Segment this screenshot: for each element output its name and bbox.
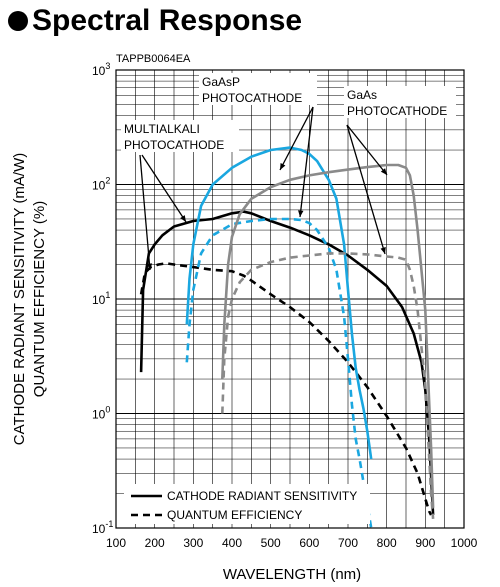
arrow-gaas-qe <box>346 124 386 255</box>
x-tick-label: 100 <box>106 536 126 550</box>
x-tick-label: 700 <box>338 536 358 550</box>
x-axis-label: WAVELENGTH (nm) <box>223 566 361 583</box>
page-heading: Spectral Response <box>8 4 302 38</box>
heading-text: Spectral Response <box>32 4 303 37</box>
x-tick-label: 800 <box>377 536 397 550</box>
label-multialkali-box <box>121 120 239 152</box>
chart-series <box>139 146 435 528</box>
series-gaas-sensitivity <box>221 163 435 508</box>
arrow-head-icon <box>380 247 386 254</box>
series-gaasp-sensitivity <box>185 146 373 460</box>
arrow-gaasp-qe <box>299 106 314 218</box>
legend-box <box>124 484 370 524</box>
arrow-gaas-sensitivity <box>346 124 388 176</box>
arrow-multialkali-sensitivity <box>141 154 187 223</box>
series-gaas-quantum_efficiency <box>221 252 435 520</box>
arrow-gaasp-sensitivity <box>279 106 314 171</box>
y-axis-label-line1: CATHODE RADIANT SENSITIVITY (mA/W) <box>11 153 28 446</box>
x-tick-label: 1000 <box>451 536 478 550</box>
chart-annotations: MULTIALKALI PHOTOCATHODE GaAsP PHOTOCATHODE… <box>121 73 456 271</box>
label-gaas-line: GaAs <box>347 88 377 102</box>
x-tick-label: 400 <box>222 536 242 550</box>
arrow-head-icon <box>298 210 304 217</box>
legend-label: CATHODE RADIANT SENSITIVITY <box>167 489 357 503</box>
arrow-multialkali-qe <box>139 154 151 271</box>
arrow-head-icon <box>380 168 387 175</box>
bullet-icon <box>8 11 28 31</box>
y-tick-label: 100 <box>92 405 110 422</box>
x-tick-label: 900 <box>415 536 435 550</box>
y-tick-label: 103 <box>92 61 110 78</box>
series-multialkali-sensitivity <box>139 210 435 516</box>
figure-code: TAPPB0064EA <box>116 53 191 65</box>
plot-frame <box>115 69 465 529</box>
y-tick-label: 101 <box>92 290 110 307</box>
chart-ticks: 100 200 300 400 500 600 700 800 900 1000 103 102 101… <box>92 61 478 550</box>
arrow-head-icon <box>280 163 286 170</box>
x-tick-label: 300 <box>183 536 203 550</box>
x-tick-label: 200 <box>145 536 165 550</box>
x-tick-label: 500 <box>261 536 281 550</box>
series-multialkali-quantum_efficiency <box>139 261 433 516</box>
legend-label: QUANTUM EFFICIENCY <box>167 508 302 522</box>
label-gaasp-box <box>199 73 317 105</box>
y-tick-label: 10-1 <box>92 519 113 536</box>
series-gaasp-quantum_efficiency <box>185 217 373 528</box>
y-axis-label-line2: QUANTUM EFFICIENCY (%) <box>31 201 48 397</box>
label-multialkali-line: PHOTOCATHODE <box>124 138 224 152</box>
arrow-head-icon <box>146 263 153 270</box>
arrow-head-icon <box>180 215 186 222</box>
label-multialkali-line: MULTIALKALI <box>124 122 200 136</box>
label-gaasp-line: PHOTOCATHODE <box>202 91 302 105</box>
y-tick-label: 102 <box>92 176 110 193</box>
label-gaas-line: PHOTOCATHODE <box>347 104 447 118</box>
label-gaas-box <box>344 86 456 118</box>
chart-legend: CATHODE RADIANT SENSITIVITY QUANTUM EFFIC… <box>124 484 370 524</box>
label-gaasp-line: GaAsP <box>202 75 240 89</box>
x-tick-label: 600 <box>299 536 319 550</box>
